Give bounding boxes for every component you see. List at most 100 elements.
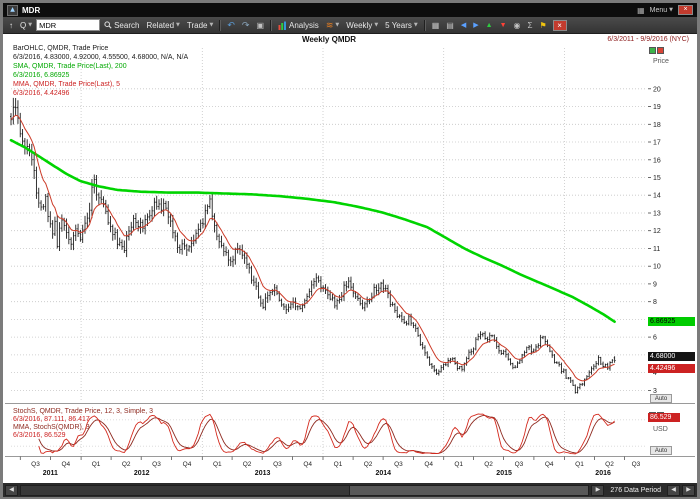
paste-icon[interactable]: ▣ xyxy=(253,19,267,32)
period-next-button[interactable]: ▶ xyxy=(682,484,695,496)
quarter-label: Q3 xyxy=(394,461,403,468)
price-tick-label: 20 xyxy=(653,86,661,93)
price-tick-label: 13 xyxy=(653,211,661,218)
price-tick-label: 3 xyxy=(653,388,657,395)
undo-icon[interactable]: ↶ xyxy=(224,19,238,32)
grid-icon[interactable]: ▦ xyxy=(429,19,443,32)
window-close-button[interactable]: × xyxy=(678,5,693,15)
toolbar: ↑ Q ▼ Search Related ▼ Trade ▼ ↶ ↷ ▣ Ana… xyxy=(3,17,697,34)
toolbar-separator xyxy=(219,19,222,31)
range-dropdown[interactable]: 5 Years ▼ xyxy=(382,19,421,32)
search-label: Search xyxy=(114,20,140,30)
scrollbar-thumb[interactable] xyxy=(349,485,589,495)
quarter-label: Q1 xyxy=(454,461,463,468)
quote-type-dropdown[interactable]: Q ▼ xyxy=(17,19,35,32)
quarter-label: Q2 xyxy=(605,461,614,468)
quarter-label: Q4 xyxy=(183,461,192,468)
related-button[interactable]: Related ▼ xyxy=(143,19,182,32)
period-prev-button[interactable]: ◀ xyxy=(667,484,680,496)
price-tick-label: 8 xyxy=(653,299,657,306)
stoch-lines xyxy=(38,413,615,455)
analysis-button[interactable]: Analysis xyxy=(275,19,322,32)
scroll-forward-icon[interactable]: ▶ xyxy=(470,19,481,32)
sma-line xyxy=(9,138,616,324)
quarter-label: Q1 xyxy=(575,461,584,468)
redo-icon[interactable]: ↷ xyxy=(239,19,253,32)
chevron-down-icon: ▼ xyxy=(209,22,214,28)
flag-icon[interactable]: ⚑ xyxy=(536,19,549,32)
window-title: MDR xyxy=(22,5,41,15)
layout-icon[interactable]: ▤ xyxy=(443,19,457,32)
sum-icon[interactable]: Σ xyxy=(525,19,536,32)
scroll-back-icon[interactable]: ◀ xyxy=(458,19,469,32)
menu-button[interactable]: Menu ▼ xyxy=(650,7,673,14)
mma-value-badge: 4.42496 xyxy=(648,364,695,373)
menu-label: Menu xyxy=(649,6,668,14)
quarter-label: Q3 xyxy=(31,461,40,468)
range-label: 5 Years xyxy=(385,20,412,30)
quarter-label: Q3 xyxy=(152,461,161,468)
quarter-label: Q4 xyxy=(303,461,312,468)
auto-scale-button-stoch[interactable]: Auto xyxy=(650,446,672,455)
scroll-left-button[interactable]: ◀ xyxy=(5,484,18,496)
scrollbar-track[interactable] xyxy=(20,484,590,496)
price-tick-label: 16 xyxy=(653,157,661,164)
chart-style-button[interactable]: ≋ ▼ xyxy=(323,19,342,32)
price-tick-label: 19 xyxy=(653,104,661,111)
pane-close-icon[interactable] xyxy=(657,47,664,54)
year-label: 2012 xyxy=(134,470,150,477)
trade-button[interactable]: Trade ▼ xyxy=(184,19,216,32)
x-axis-labels: Q3 Q4 Q1 Q2 Q3 Q4 Q1 Q2 Q3 Q4 Q1 Q2 Q3 Q4 Q1 Q2 Q3 Q4 Q1 Q2… xyxy=(19,456,641,477)
quarter-label: Q2 xyxy=(484,461,493,468)
toolbar-separator xyxy=(423,19,426,31)
up-arrow-icon[interactable]: ▲ xyxy=(483,19,496,32)
price-tick-label: 9 xyxy=(653,281,657,288)
search-icon xyxy=(104,21,112,29)
scroll-right-button[interactable]: ▶ xyxy=(591,484,605,496)
down-arrow-icon[interactable]: ▼ xyxy=(497,19,510,32)
titlebar-right: ▦ Menu ▼ × xyxy=(637,5,693,15)
price-tick-label: 15 xyxy=(653,175,661,182)
chevron-down-icon: ▼ xyxy=(374,22,379,28)
search-button[interactable]: Search xyxy=(101,19,142,32)
price-axis-title: Price xyxy=(653,58,669,65)
titlebar: ▲ MDR ▦ Menu ▼ × xyxy=(3,3,697,17)
quote-type-label: Q xyxy=(20,20,27,30)
chevron-down-icon: ▼ xyxy=(28,22,33,28)
quarter-label: Q1 xyxy=(92,461,101,468)
sma-value-badge: 6.86925 xyxy=(648,317,695,326)
nav-up-button[interactable]: ↑ xyxy=(6,19,16,32)
chevron-down-icon: ▼ xyxy=(669,7,673,13)
chart-title: Weekly QMDR xyxy=(301,35,357,44)
quarter-label: Q4 xyxy=(424,461,433,468)
pane-controls-main xyxy=(649,47,664,54)
quarter-label: Q1 xyxy=(213,461,222,468)
chevron-down-icon: ▼ xyxy=(413,22,418,28)
year-label: 2014 xyxy=(376,470,392,477)
auto-scale-button-main[interactable]: Auto xyxy=(650,394,672,403)
symbol-input[interactable] xyxy=(36,19,101,31)
period-dropdown[interactable]: Weekly ▼ xyxy=(343,19,381,32)
chart-plot[interactable]: 20191817161514131211109876543Q3Q4Q1Q2Q3Q… xyxy=(3,34,697,483)
year-label: 2016 xyxy=(595,470,611,477)
chevron-down-icon: ▼ xyxy=(335,22,340,28)
price-tick-label: 6 xyxy=(653,335,657,342)
price-tick-label: 14 xyxy=(653,193,661,200)
data-period-label: 276 Data Period xyxy=(610,486,661,494)
chart-area: 20191817161514131211109876543Q3Q4Q1Q2Q3Q… xyxy=(3,34,697,483)
year-label: 2015 xyxy=(496,470,512,477)
quarter-label: Q4 xyxy=(61,461,70,468)
chart-close-button[interactable]: × xyxy=(552,19,567,31)
snapshot-icon[interactable]: ◉ xyxy=(511,19,524,32)
chart-bars-icon xyxy=(278,21,287,30)
price-tick-label: 17 xyxy=(653,140,661,147)
trade-label: Trade xyxy=(186,20,208,30)
price-tick-label: 4 xyxy=(653,370,657,377)
menu-grid-icon[interactable]: ▦ xyxy=(637,5,645,15)
related-label: Related xyxy=(146,20,175,30)
date-range-label: 6/3/2011 - 9/9/2016 (NYC) xyxy=(607,36,689,43)
quarter-label: Q4 xyxy=(545,461,554,468)
stoch-value-badge: 86.529 xyxy=(648,413,680,422)
pane-restore-icon[interactable] xyxy=(649,47,656,54)
